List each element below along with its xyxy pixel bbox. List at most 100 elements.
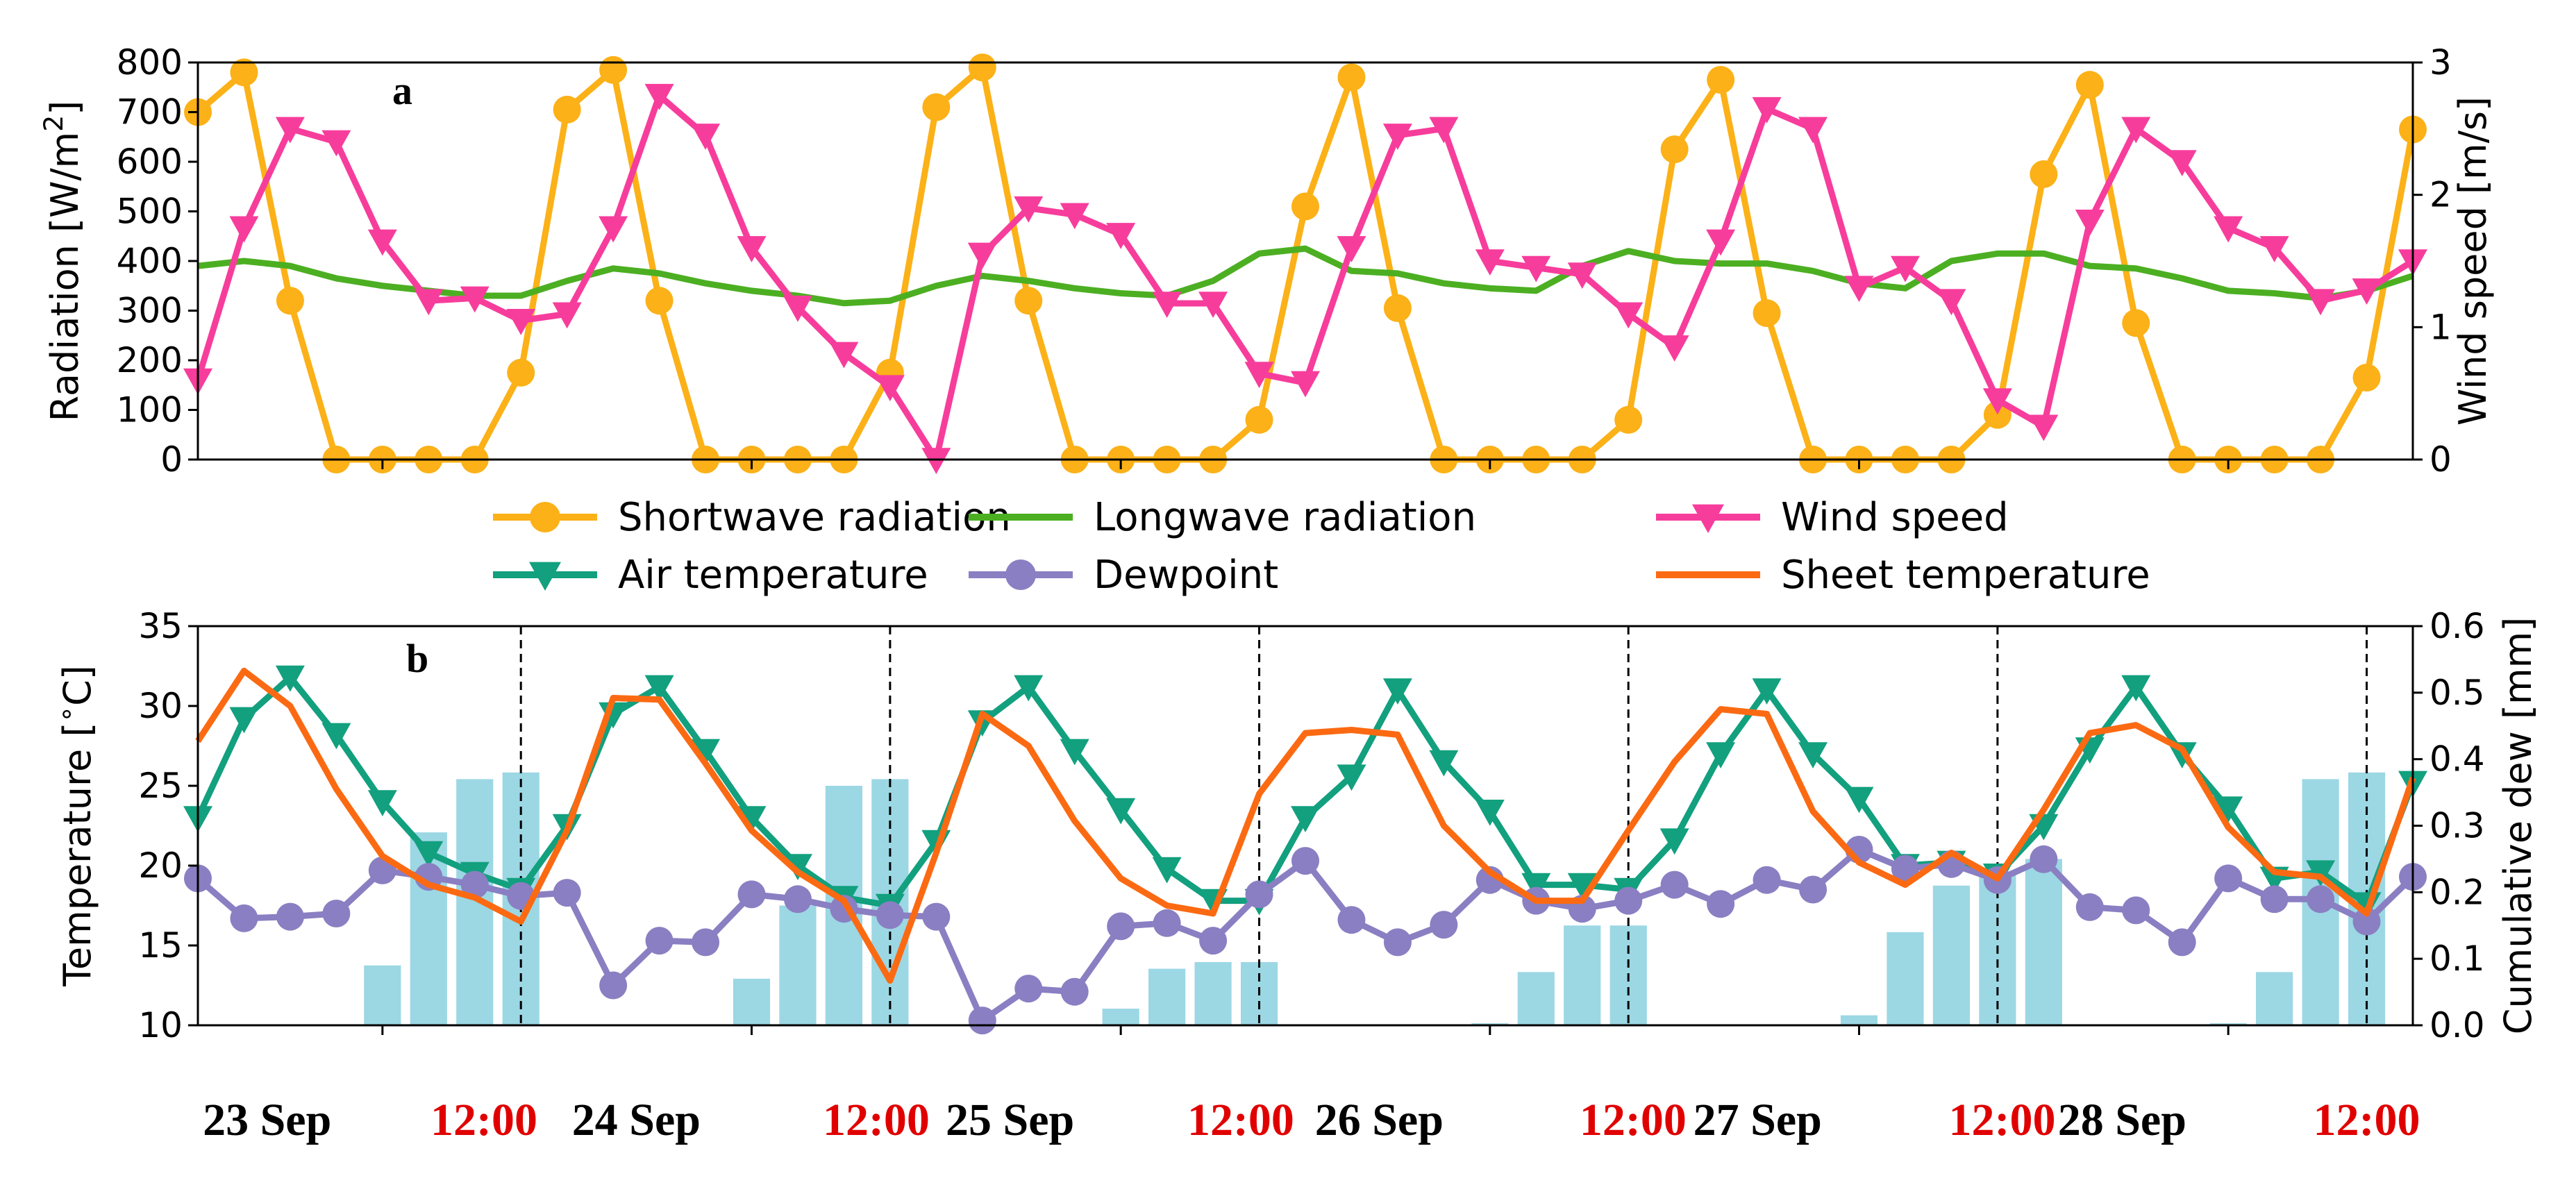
y-right-tick-label: 3 (2429, 42, 2452, 83)
data-point (1660, 870, 1689, 899)
dew-bar (364, 965, 401, 1025)
data-point (1429, 117, 1459, 144)
legend-swatch-marker (530, 502, 560, 532)
data-point (691, 739, 721, 766)
series-line (197, 245, 2414, 307)
date-label: 27 Sep (1693, 1095, 1822, 1145)
data-point (1382, 678, 1412, 705)
data-point (1014, 196, 1044, 223)
series-line (194, 92, 2415, 463)
y-left-tick-label: 400 (117, 241, 183, 281)
data-point (229, 216, 259, 243)
data-point (2029, 414, 2059, 441)
data-point (1152, 292, 1182, 319)
data-point (1107, 912, 1135, 941)
data-point (460, 286, 490, 313)
data-point (783, 885, 812, 914)
data-point (322, 900, 351, 927)
y-left-tick-label: 10 (138, 1005, 183, 1045)
y-left-tick-label: 500 (117, 192, 183, 232)
data-point (599, 971, 628, 1000)
data-point (1567, 873, 1597, 900)
data-point (875, 375, 905, 402)
dew-bar (1564, 925, 1601, 1025)
panel-label: a (392, 68, 412, 113)
data-point (1614, 405, 1643, 434)
y-right-tick-label: 0.6 (2429, 606, 2485, 646)
legend-label: Shortwave radiation (618, 495, 1011, 540)
legend-item: Sheet temperature (1656, 553, 2150, 598)
y-right-tick-label: 0.5 (2429, 673, 2485, 713)
legend-item: Longwave radiation (969, 495, 1476, 540)
data-point (922, 902, 951, 931)
date-label: 28 Sep (2058, 1095, 2186, 1145)
data-point (1199, 927, 1228, 955)
data-point (644, 83, 674, 110)
data-point (1198, 292, 1228, 319)
data-point (737, 806, 767, 832)
data-point (553, 879, 581, 907)
data-point (1983, 401, 2012, 429)
y-left-tick-label: 700 (117, 92, 183, 133)
data-point (967, 242, 997, 269)
data-point (1152, 857, 1182, 884)
data-point (275, 117, 305, 144)
data-point (1706, 742, 1736, 768)
data-point (506, 309, 536, 335)
y-right-axis-label: Wind speed [m/s] (2451, 96, 2495, 426)
data-point (507, 358, 535, 387)
time-label: 12:00 (1949, 1095, 2056, 1145)
data-point (2214, 216, 2243, 243)
data-point (1844, 276, 1874, 303)
data-point (921, 448, 951, 474)
data-point (1060, 977, 1089, 1006)
data-point (367, 790, 397, 816)
data-point (1106, 223, 1136, 249)
data-point (1106, 798, 1136, 825)
dew-bar (2256, 972, 2293, 1025)
data-point (2352, 278, 2382, 305)
y-left-tick-label: 20 (138, 845, 183, 886)
data-point (783, 854, 812, 880)
data-point (1707, 66, 1735, 94)
data-point (783, 295, 812, 322)
data-point (1614, 886, 1643, 915)
plot-area-b (183, 626, 2427, 1035)
data-point (922, 93, 951, 121)
data-point (599, 702, 628, 729)
y-left-tick-label: 300 (117, 291, 183, 331)
data-point (1521, 873, 1551, 900)
data-point (737, 880, 766, 909)
data-point (1799, 875, 1828, 904)
plot-area-a (183, 53, 2427, 474)
data-point (691, 124, 721, 150)
data-point (2122, 896, 2150, 925)
dew-bar (1102, 1009, 1139, 1025)
y-left-tick-label: 800 (117, 42, 183, 83)
y-right-tick-label: 1 (2429, 307, 2452, 347)
data-point (968, 1007, 996, 1035)
data-point (2030, 160, 2058, 188)
data-point (2307, 885, 2335, 914)
data-point (276, 287, 304, 315)
data-point (1614, 302, 1644, 329)
data-point (599, 56, 628, 84)
data-point (876, 901, 904, 929)
data-point (552, 302, 582, 329)
data-point (1383, 294, 1412, 322)
y-left-tick-label: 15 (138, 925, 183, 966)
y-left-tick-label: 30 (138, 686, 183, 726)
y-left-axis-label: Radiation [W/m2] (38, 101, 87, 422)
data-point (1014, 675, 1044, 702)
data-point (1798, 117, 1828, 144)
data-point (645, 287, 674, 315)
y-left-tick-label: 0 (160, 439, 183, 480)
data-point (1752, 96, 1782, 124)
data-point (2075, 210, 2105, 236)
data-point (1337, 63, 1366, 92)
data-point (414, 289, 444, 316)
data-point (2030, 845, 2058, 873)
y-right-tick-label: 2 (2429, 175, 2452, 215)
data-point (968, 53, 996, 82)
